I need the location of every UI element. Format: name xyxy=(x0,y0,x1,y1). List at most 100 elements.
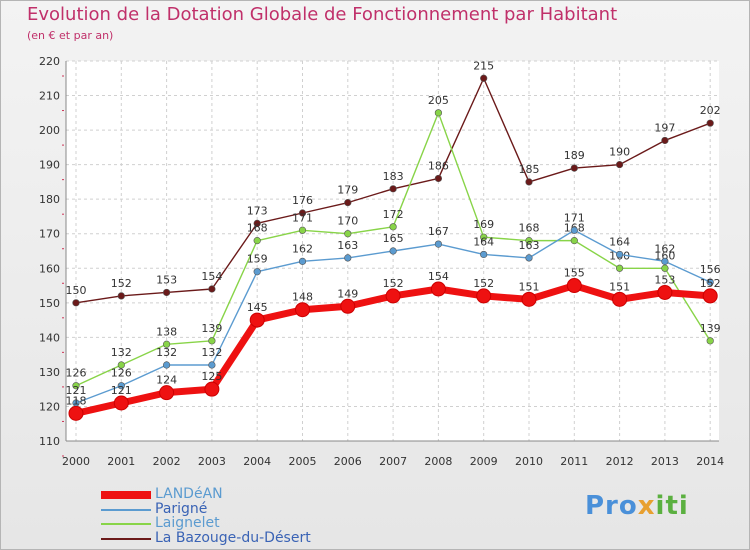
point-land-an-2013 xyxy=(657,284,673,300)
label-parign--2005: 162 xyxy=(292,242,313,255)
label-land-an-2013: 153 xyxy=(654,273,675,286)
point-la-bazouge-du-d-sert-2001 xyxy=(117,292,125,300)
x-tick-2003: 2003 xyxy=(198,455,226,468)
y-tick-120: 120 xyxy=(39,400,60,413)
point-la-bazouge-du-d-sert-2000 xyxy=(72,299,80,307)
label-land-an-2001: 121 xyxy=(111,384,132,397)
point-la-bazouge-du-d-sert-2008 xyxy=(434,174,443,183)
point-la-bazouge-du-d-sert-2005 xyxy=(298,209,307,217)
point-parign--2009 xyxy=(480,250,488,259)
point-la-bazouge-du-d-sert-2003 xyxy=(208,285,216,293)
legend-label-landean: LANDéAN xyxy=(155,486,223,502)
legend-item-parigne: Parigné xyxy=(101,502,207,517)
point-parign--2001 xyxy=(117,382,125,390)
label-laignelet-2004: 168 xyxy=(247,222,268,235)
label-la-bazouge-du-d-sert-2000: 150 xyxy=(66,284,87,297)
label-laignelet-2003: 139 xyxy=(201,322,222,335)
point-laignelet-2008 xyxy=(434,109,443,117)
x-tick-2010: 2010 xyxy=(515,455,543,468)
label-parign--2010: 163 xyxy=(519,239,540,252)
label-parign--2011: 171 xyxy=(564,211,585,224)
x-tick-2005: 2005 xyxy=(289,455,317,468)
label-laignelet-2008: 205 xyxy=(428,94,449,107)
label-parign--2006: 163 xyxy=(337,239,358,252)
label-laignelet-2005: 171 xyxy=(292,211,313,224)
legend-item-bazouge: La Bazouge-du-Désert xyxy=(101,531,311,546)
label-la-bazouge-du-d-sert-2009: 215 xyxy=(473,59,494,72)
y-tick-150: 150 xyxy=(39,297,60,310)
x-tick-2012: 2012 xyxy=(606,455,634,468)
label-la-bazouge-du-d-sert-2002: 153 xyxy=(156,273,177,286)
label-parign--2008: 167 xyxy=(428,225,449,238)
label-la-bazouge-du-d-sert-2004: 173 xyxy=(247,204,268,217)
label-la-bazouge-du-d-sert-2005: 176 xyxy=(292,194,313,207)
legend-swatch-bazouge xyxy=(101,537,151,540)
label-land-an-2006: 149 xyxy=(337,287,358,300)
label-laignelet-2002: 138 xyxy=(156,325,177,338)
y-tick-200: 200 xyxy=(39,124,60,137)
label-parign--2004: 159 xyxy=(247,253,268,266)
point-laignelet-2006 xyxy=(344,230,352,238)
legend-label-laignelet: Laignelet xyxy=(155,515,220,531)
legend-item-landean: LANDéAN xyxy=(101,487,223,502)
point-land-an-2009 xyxy=(476,288,492,304)
point-laignelet-2011 xyxy=(570,237,578,245)
point-parign--2002 xyxy=(163,361,171,369)
point-laignelet-2013 xyxy=(661,264,669,272)
x-tick-2014: 2014 xyxy=(696,455,724,468)
x-tick-2007: 2007 xyxy=(379,455,407,468)
label-laignelet-2001: 132 xyxy=(111,346,132,359)
label-land-an-2002: 124 xyxy=(156,374,177,387)
label-parign--2002: 132 xyxy=(156,346,177,359)
point-la-bazouge-du-d-sert-2007 xyxy=(389,185,397,193)
x-tick-2008: 2008 xyxy=(424,455,452,468)
point-land-an-2001 xyxy=(113,395,129,411)
y-tick-140: 140 xyxy=(39,331,60,344)
x-tick-2013: 2013 xyxy=(651,455,679,468)
label-laignelet-2013: 160 xyxy=(654,249,675,262)
chart-title: Evolution de la Dotation Globale de Fonc… xyxy=(27,4,618,25)
point-parign--2006 xyxy=(344,254,352,262)
label-land-an-2003: 125 xyxy=(201,370,222,383)
label-laignelet-2009: 169 xyxy=(473,218,494,231)
point-laignelet-2001 xyxy=(117,361,125,369)
point-land-an-2006 xyxy=(340,298,356,314)
label-land-an-2011: 155 xyxy=(564,267,585,280)
x-tick-2004: 2004 xyxy=(243,455,271,468)
point-laignelet-2009 xyxy=(480,233,488,241)
label-land-an-2004: 145 xyxy=(247,301,268,314)
point-land-an-2010 xyxy=(521,291,537,307)
label-la-bazouge-du-d-sert-2001: 152 xyxy=(111,277,132,290)
label-la-bazouge-du-d-sert-2007: 183 xyxy=(383,170,404,183)
label-parign--2014: 156 xyxy=(700,263,721,276)
point-laignelet-2010 xyxy=(525,237,533,245)
y-tick-110: 110 xyxy=(39,435,60,448)
point-laignelet-2012 xyxy=(615,264,624,272)
point-la-bazouge-du-d-sert-2011 xyxy=(570,164,578,172)
y-tick-190: 190 xyxy=(39,159,60,172)
point-land-an-2008 xyxy=(430,281,446,297)
label-land-an-2014: 152 xyxy=(700,277,721,290)
point-laignelet-2003 xyxy=(208,337,216,345)
y-tick-170: 170 xyxy=(39,228,60,241)
legend-swatch-landean xyxy=(101,490,151,499)
label-la-bazouge-du-d-sert-2014: 202 xyxy=(700,104,721,117)
label-la-bazouge-du-d-sert-2012: 190 xyxy=(609,146,630,159)
label-laignelet-2010: 168 xyxy=(519,222,540,235)
point-la-bazouge-du-d-sert-2009 xyxy=(480,74,488,82)
point-la-bazouge-du-d-sert-2012 xyxy=(615,161,624,169)
y-tick-180: 180 xyxy=(39,193,60,206)
label-parign--2000: 121 xyxy=(66,384,87,397)
point-la-bazouge-du-d-sert-2002 xyxy=(163,288,171,297)
point-parign--2003 xyxy=(208,361,216,369)
legend-swatch-parigne xyxy=(101,508,151,511)
point-laignelet-2004 xyxy=(253,237,261,245)
y-tick-220: 220 xyxy=(39,55,60,68)
point-la-bazouge-du-d-sert-2014 xyxy=(706,119,714,127)
y-tick-160: 160 xyxy=(39,262,60,275)
label-parign--2003: 132 xyxy=(201,346,222,359)
label-land-an-2007: 152 xyxy=(383,277,404,290)
point-land-an-2007 xyxy=(385,288,401,304)
